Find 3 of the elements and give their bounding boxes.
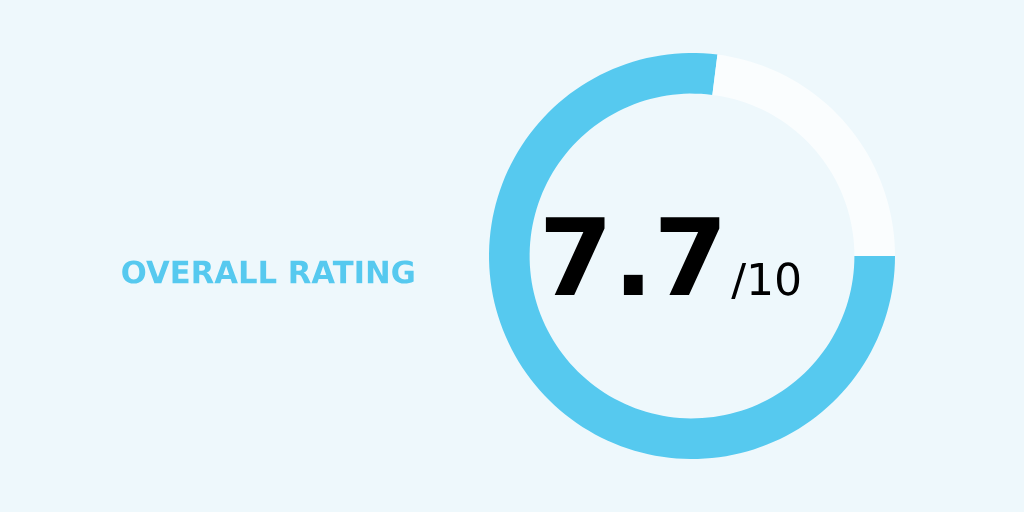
text: /10 xyxy=(731,262,800,300)
text: 7.7 xyxy=(545,217,720,295)
text: OVERALL RATING xyxy=(122,260,414,284)
